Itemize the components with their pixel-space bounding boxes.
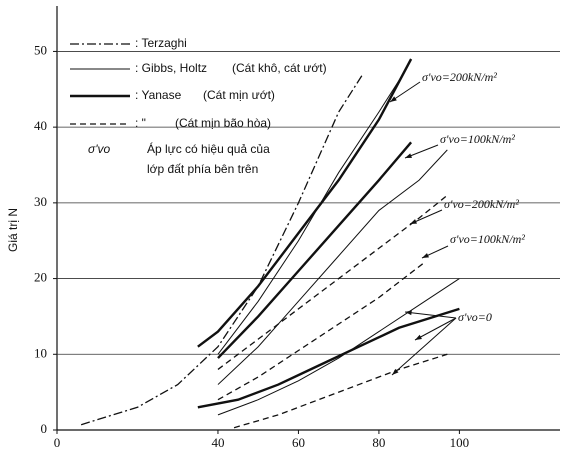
data-line [217, 278, 460, 416]
annotation-arrow [404, 311, 457, 319]
legend-text: σ'vo [88, 142, 111, 156]
arrow-head [422, 253, 429, 258]
annotation: σ'vo=200kN/m² [422, 70, 497, 84]
legend-text: (Cát mịn ướt) [203, 88, 275, 102]
x-tick-label: 40 [211, 435, 224, 450]
data-line [217, 149, 448, 385]
annotation: σ'vo=100kN/m² [440, 132, 515, 146]
arrow-head [392, 368, 399, 375]
arrow-head [415, 334, 422, 340]
annotation-arrow [414, 317, 457, 341]
y-tick-label: 50 [34, 42, 47, 57]
legend-text: Áp lực có hiệu quả của [147, 141, 270, 156]
legend-text: lớp đất phía bên trên [147, 162, 258, 176]
legend-text: (Cát khô, cát ướt) [232, 61, 327, 75]
y-tick-label: 20 [34, 270, 47, 285]
y-tick-label: 40 [34, 118, 47, 133]
x-tick-label: 100 [450, 435, 470, 450]
annotation-arrow [391, 317, 457, 376]
data-line [217, 141, 413, 359]
y-axis-label: Giá trị N [6, 208, 20, 252]
annotation: σ'vo=200kN/m² [444, 197, 519, 211]
arrow-head [405, 153, 412, 158]
data-line [80, 73, 364, 426]
arrow-head [390, 96, 397, 102]
annotation: σ'vo=0 [458, 310, 492, 324]
legend-text: : Terzaghi [135, 36, 187, 50]
data-line [217, 262, 424, 401]
data-line [197, 307, 460, 409]
data-line [197, 58, 413, 348]
data-line [233, 353, 448, 429]
legend-text: : " [135, 116, 146, 130]
y-tick-label: 30 [34, 194, 47, 209]
data-line [217, 194, 448, 370]
arrow-head [410, 219, 417, 224]
annotation: σ'vo=100kN/m² [450, 232, 525, 246]
legend-text: : Yanase [135, 88, 182, 102]
legend-text: (Cát mịn bão hòa) [175, 116, 271, 130]
legend-text: : Gibbs, Holtz [135, 61, 207, 75]
arrow-head [405, 310, 412, 316]
x-tick-label: 0 [54, 435, 61, 450]
x-tick-label: 60 [292, 435, 305, 450]
y-tick-label: 10 [34, 345, 47, 360]
y-tick-label: 0 [41, 421, 48, 436]
x-tick-label: 80 [372, 435, 385, 450]
